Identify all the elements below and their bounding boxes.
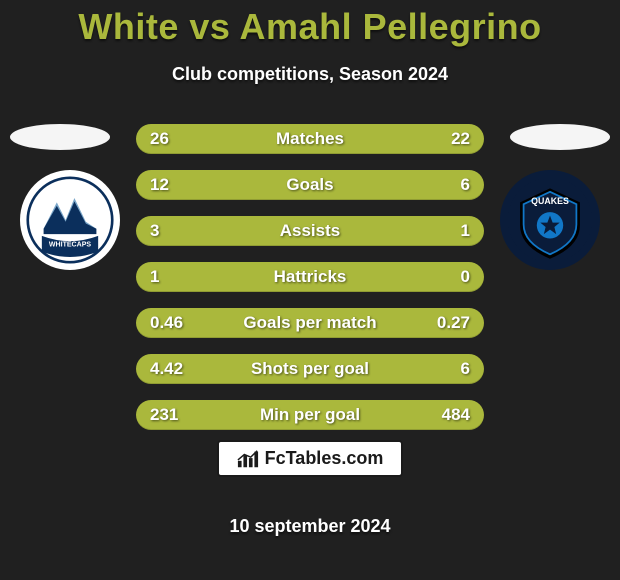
stat-right-value: 0.27 bbox=[420, 313, 470, 333]
stat-row: 26 Matches 22 bbox=[136, 124, 484, 154]
comparison-card: White vs Amahl Pellegrino Club competiti… bbox=[0, 0, 620, 580]
stat-row: 0.46 Goals per match 0.27 bbox=[136, 308, 484, 338]
stat-left-value: 12 bbox=[150, 175, 200, 195]
svg-text:WHITECAPS: WHITECAPS bbox=[49, 241, 91, 248]
badge-text: FcTables.com bbox=[265, 448, 384, 469]
stat-left-value: 1 bbox=[150, 267, 200, 287]
stat-left-value: 4.42 bbox=[150, 359, 200, 379]
stat-left-value: 231 bbox=[150, 405, 200, 425]
stat-right-value: 6 bbox=[420, 359, 470, 379]
stat-row: 3 Assists 1 bbox=[136, 216, 484, 246]
subtitle: Club competitions, Season 2024 bbox=[0, 64, 620, 85]
stat-row: 1 Hattricks 0 bbox=[136, 262, 484, 292]
club-logo-right: QUAKES bbox=[500, 170, 600, 270]
stat-row: 4.42 Shots per goal 6 bbox=[136, 354, 484, 384]
stat-row: 12 Goals 6 bbox=[136, 170, 484, 200]
whitecaps-icon: WHITECAPS bbox=[26, 176, 114, 264]
stat-row: 231 Min per goal 484 bbox=[136, 400, 484, 430]
page-title: White vs Amahl Pellegrino bbox=[0, 0, 620, 48]
club-logo-left: WHITECAPS bbox=[20, 170, 120, 270]
stat-right-value: 0 bbox=[420, 267, 470, 287]
stat-right-value: 22 bbox=[420, 129, 470, 149]
player-left-head bbox=[10, 124, 110, 150]
attribution-badge: FcTables.com bbox=[0, 440, 620, 477]
stat-rows: 26 Matches 22 12 Goals 6 3 Assists 1 1 H… bbox=[136, 124, 484, 446]
stat-right-value: 1 bbox=[420, 221, 470, 241]
player-right-head bbox=[510, 124, 610, 150]
bars-icon bbox=[237, 449, 259, 469]
stat-left-value: 3 bbox=[150, 221, 200, 241]
stat-left-value: 26 bbox=[150, 129, 200, 149]
date-text: 10 september 2024 bbox=[0, 516, 620, 537]
stat-left-value: 0.46 bbox=[150, 313, 200, 333]
stat-right-value: 484 bbox=[420, 405, 470, 425]
quakes-icon: QUAKES bbox=[506, 176, 594, 264]
stat-right-value: 6 bbox=[420, 175, 470, 195]
fctables-badge[interactable]: FcTables.com bbox=[217, 440, 404, 477]
svg-text:QUAKES: QUAKES bbox=[531, 196, 569, 206]
